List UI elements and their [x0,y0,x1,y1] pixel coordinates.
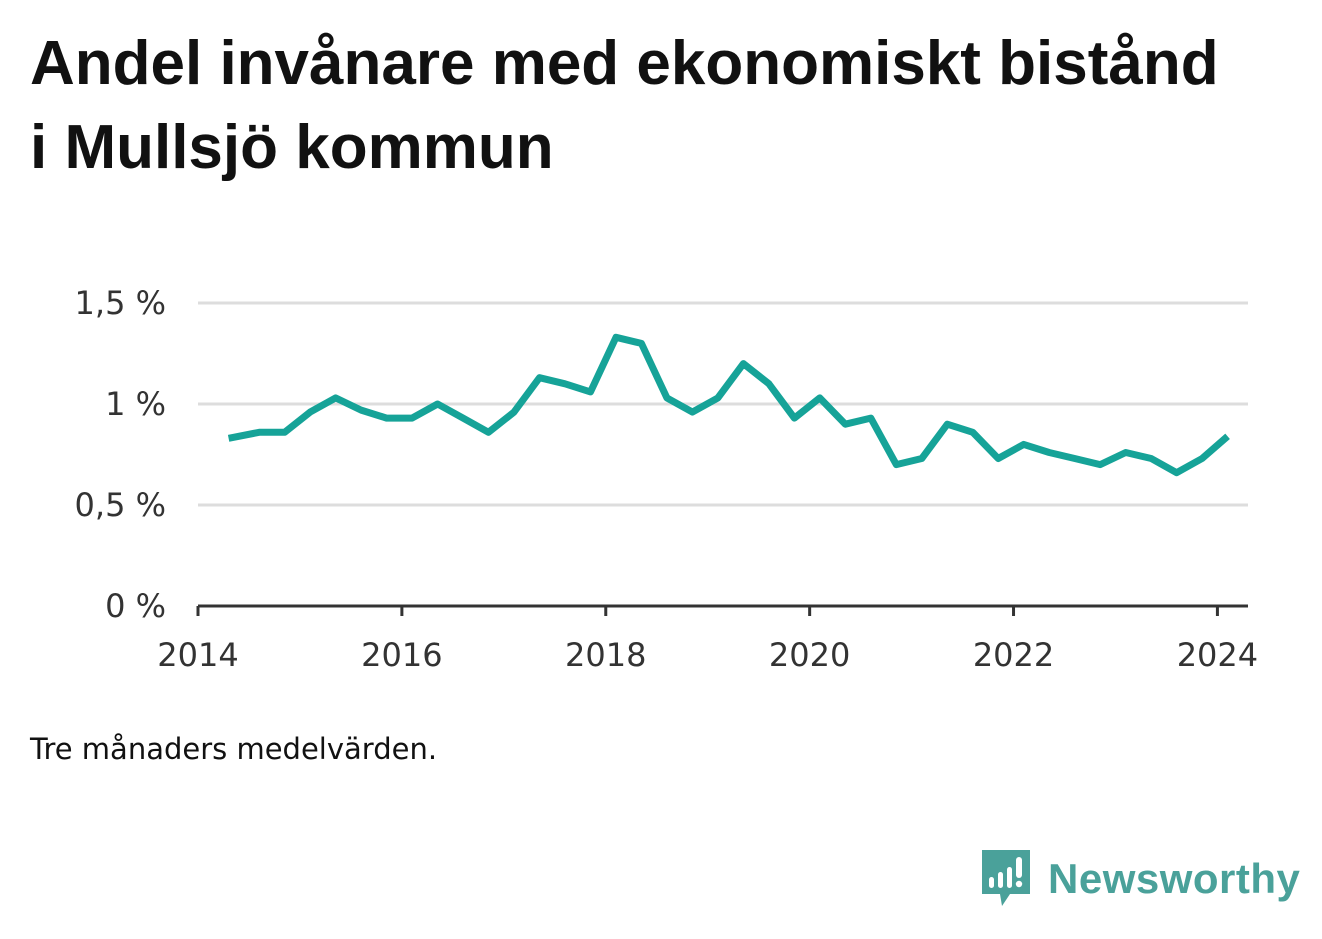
brand: Newsworthy [980,848,1300,910]
x-tick-label: 2016 [361,636,442,674]
chart-title: Andel invånare med ekonomiskt bistånd i … [30,29,1219,182]
x-tick-label: 2022 [973,636,1054,674]
y-tick-label: 1,5 % [75,284,166,322]
x-tick-label: 2014 [157,636,238,674]
gridlines [198,301,1248,507]
brand-name: Newsworthy [1048,855,1301,902]
newsworthy-logo-icon [982,850,1030,906]
series-line [227,333,1230,477]
x-tick-label: 2020 [769,636,850,674]
x-tick-label: 2024 [1177,636,1258,674]
chart-note: Tre månaders medelvärden. [30,732,438,766]
y-tick-label: 0,5 % [75,486,166,524]
x-tick-label: 2018 [565,636,646,674]
y-tick-label: 0 % [105,587,166,625]
y-tick-label: 1 % [105,385,166,423]
series-layer [227,333,1230,477]
line-chart: 0 % 0,5 % 1 % 1,5 % 2014 2016 2018 2020 2022 2024 [75,284,1259,674]
axes: 0 % 0,5 % 1 % 1,5 % 2014 2016 2018 2020 2022 2024 [75,284,1259,674]
